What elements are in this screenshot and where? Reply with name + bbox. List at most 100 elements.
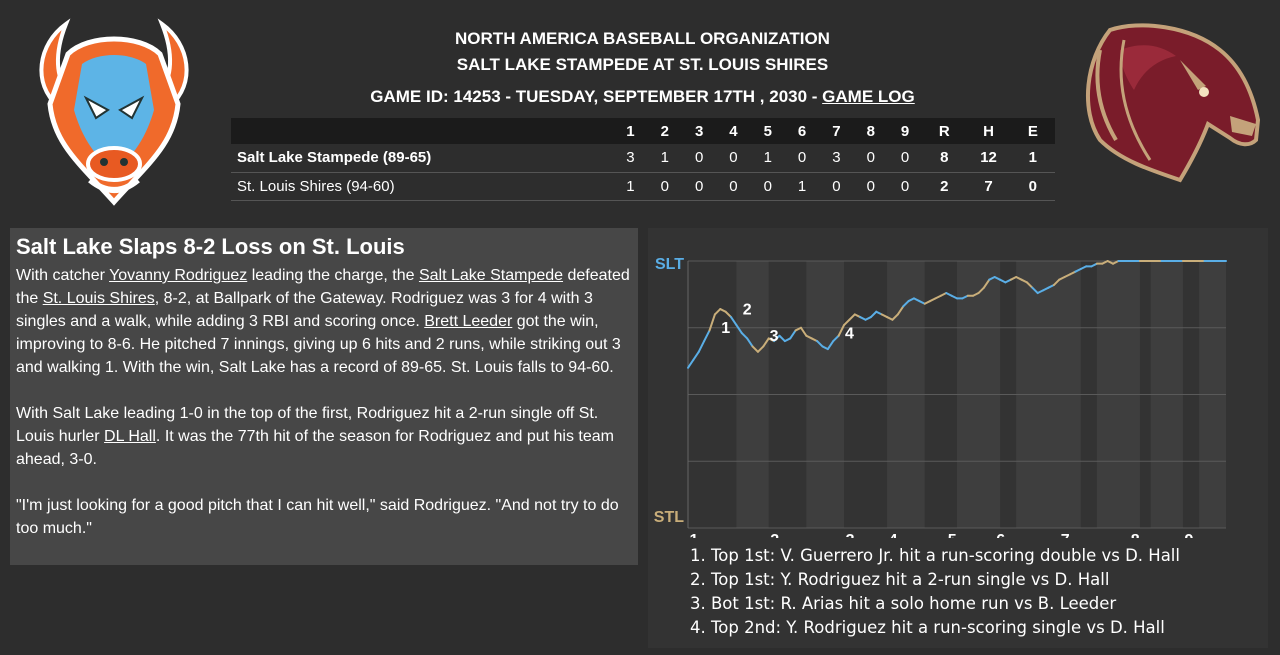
linescore-row-away: Salt Lake Stampede (89-65) 3 1 0 0 1 0 3… — [231, 144, 1055, 173]
series-segment — [724, 310, 733, 319]
series-segment — [826, 340, 835, 351]
series-segment — [799, 326, 808, 337]
legend-item: 3. Bot 1st: R. Arias hit a solo home run… — [690, 594, 1117, 613]
series-segment — [789, 329, 797, 340]
series-segment — [708, 313, 716, 332]
series-segment — [816, 340, 824, 348]
series-segment — [1020, 278, 1028, 284]
player-link[interactable]: Yovanny Rodriguez — [109, 267, 248, 284]
story-paragraph: With Salt Lake leading 1-0 in the top of… — [16, 402, 632, 471]
story-quote: "I'm just looking for a good pitch that … — [16, 497, 619, 537]
team-name: St. Louis Shires (94-60) — [231, 172, 614, 201]
col-header: 9 — [887, 118, 923, 144]
series-segment — [961, 294, 969, 300]
inning-score: 0 — [784, 144, 820, 173]
col-header: 1 — [613, 118, 648, 144]
x-tick-label: 1 — [690, 532, 699, 538]
series-segment — [853, 313, 862, 319]
x-tick-label: 9 — [1185, 532, 1194, 538]
legend-item: 1. Top 1st: V. Guerrero Jr. hit a run-sc… — [690, 546, 1180, 565]
series-segment — [1025, 281, 1034, 289]
series-segment — [783, 337, 792, 343]
col-header: 3 — [681, 118, 717, 144]
runs-total: 2 — [922, 172, 967, 201]
series-segment — [837, 324, 846, 337]
col-header: 2 — [647, 118, 682, 144]
series-segment — [719, 308, 727, 313]
series-segment — [740, 332, 749, 340]
series-segment — [1015, 276, 1023, 281]
story-paragraph: With catcher Yovanny Rodriguez leading t… — [16, 264, 632, 379]
inning-score: 1 — [647, 144, 682, 173]
org-title: NORTH AMERICA BASEBALL ORGANIZATION — [455, 29, 830, 48]
series-segment — [703, 329, 711, 343]
chart-legend: 1. Top 1st: V. Guerrero Jr. hit a run-sc… — [690, 544, 1260, 640]
linescore-row-home: St. Louis Shires (94-60) 1 0 0 0 0 1 0 0… — [231, 172, 1055, 201]
player-link[interactable]: DL Hall — [104, 428, 156, 445]
team-name: Salt Lake Stampede (89-65) — [231, 144, 614, 173]
linescore-table: 1 2 3 4 5 6 7 8 9 R H E Salt Lake Stampe… — [231, 118, 1055, 201]
inning-score: 0 — [716, 144, 751, 173]
col-header: 8 — [853, 118, 888, 144]
inning-score: 0 — [681, 172, 717, 201]
inning-score: 0 — [887, 172, 923, 201]
series-segment — [1042, 286, 1050, 292]
game-info-text: GAME ID: 14253 - TUESDAY, SEPTEMBER 17TH… — [370, 87, 823, 106]
series-segment — [821, 345, 829, 351]
series-segment — [896, 305, 905, 316]
col-header: 4 — [716, 118, 751, 144]
series-segment — [794, 326, 802, 332]
series-segment — [950, 294, 958, 300]
x-tick-label: 7 — [1061, 532, 1070, 538]
series-segment — [751, 345, 759, 353]
inning-score: 0 — [716, 172, 751, 201]
x-tick-label: 5 — [948, 532, 957, 538]
bison-logo-icon — [39, 18, 189, 206]
series-segment — [713, 308, 722, 316]
series-segment — [918, 300, 926, 305]
series-segment — [832, 334, 840, 343]
event-marker: 2 — [743, 301, 752, 318]
story-text: leading the charge, the — [247, 267, 419, 284]
series-segment — [756, 345, 765, 353]
series-segment — [1036, 289, 1045, 295]
team-column-header — [231, 118, 614, 144]
story-text: defeated the — [16, 267, 630, 307]
runs-header: R — [922, 118, 967, 144]
series-segment — [767, 337, 776, 343]
series-segment — [859, 316, 867, 321]
game-story: Salt Lake Slaps 8-2 Loss on St. Louis Wi… — [10, 228, 638, 565]
series-segment — [1031, 286, 1039, 295]
series-segment — [972, 292, 980, 297]
inning-score: 0 — [647, 172, 682, 201]
series-segment — [869, 310, 878, 319]
series-segment — [746, 337, 754, 348]
team-link[interactable]: St. Louis Shires — [42, 290, 155, 307]
series-segment — [848, 313, 856, 321]
series-segment — [692, 350, 700, 361]
series-segment — [1068, 270, 1077, 276]
series-segment — [1058, 276, 1066, 281]
series-segment — [778, 334, 786, 343]
col-header: 7 — [819, 118, 854, 144]
story-text: got the win, improving to 8-6. He pitche… — [16, 313, 621, 376]
legend-item: 2. Top 1st: Y. Rodriguez hit a 2-run sin… — [690, 570, 1110, 589]
series-segment — [1106, 260, 1115, 265]
player-link[interactable]: Brett Leeder — [424, 313, 513, 330]
series-segment — [999, 278, 1007, 284]
inning-score: 1 — [750, 144, 785, 173]
x-tick-label: 2 — [770, 532, 779, 538]
game-log-link[interactable]: GAME LOG — [822, 87, 915, 106]
series-segment — [735, 324, 743, 335]
x-tick-label: 6 — [996, 532, 1005, 538]
series-segment — [773, 334, 781, 343]
series-segment — [945, 292, 953, 297]
series-segment — [1090, 262, 1098, 268]
team-link[interactable]: Salt Lake Stampede — [418, 267, 564, 284]
series-segment — [993, 276, 1002, 281]
x-tick-label: 8 — [1131, 532, 1140, 538]
event-marker: 4 — [845, 325, 854, 342]
game-info: GAME ID: 14253 - TUESDAY, SEPTEMBER 17TH… — [330, 84, 955, 110]
series-segment — [982, 278, 991, 289]
series-segment — [939, 292, 948, 297]
